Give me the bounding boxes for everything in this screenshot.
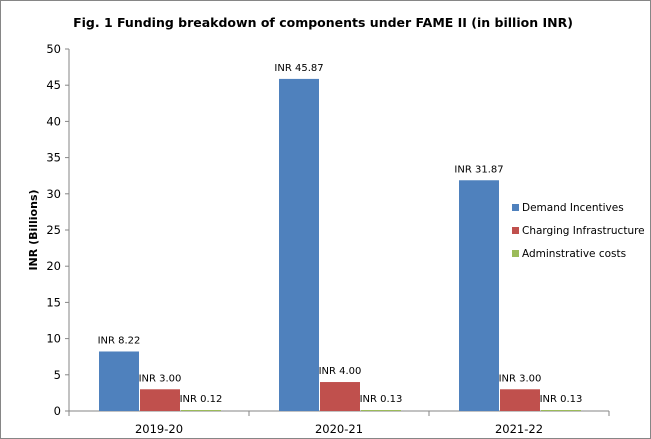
data-label: INR 4.00: [319, 366, 362, 377]
bar: [541, 410, 581, 411]
axes: 0 5 10 15 20 25 30 35 40 45 50 2019-20 2020-21 2021-2…: [46, 42, 610, 436]
y-axis-label: INR (Billions): [27, 189, 40, 270]
y-tick-label: 50: [46, 42, 61, 56]
data-label: INR 0.12: [180, 394, 223, 405]
y-tick-label: 25: [46, 223, 61, 237]
bar: [320, 382, 360, 411]
data-label: INR 0.13: [540, 394, 583, 405]
y-tick-label: 15: [46, 295, 61, 309]
chart-title: Fig. 1 Funding breakdown of components u…: [73, 15, 573, 30]
data-label: INR 3.00: [139, 373, 182, 384]
legend-label: Charging Infrastructure: [522, 225, 645, 237]
bar: [279, 78, 319, 412]
data-label: INR 3.00: [499, 373, 542, 384]
legend-swatch: [512, 204, 519, 211]
x-tick-label: 2021-22: [495, 422, 543, 436]
y-tick-label: 45: [46, 78, 61, 92]
data-label: INR 8.22: [98, 335, 141, 346]
bar: [181, 410, 221, 411]
bar: [361, 410, 401, 411]
y-tick-label: 20: [46, 259, 61, 273]
legend-swatch: [512, 250, 519, 257]
bar: [459, 180, 499, 411]
legend-label: Demand Incentives: [522, 202, 624, 214]
bar: [500, 389, 540, 411]
bar: [140, 389, 180, 411]
legend-label: Adminstrative costs: [522, 248, 626, 260]
bars: [99, 78, 581, 412]
data-labels: INR 8.22 INR 45.87 INR 31.87 INR 3.00 INR 4.…: [98, 63, 583, 405]
y-tick-label: 5: [54, 368, 61, 382]
data-label: INR 31.87: [454, 164, 503, 175]
data-label: INR 45.87: [274, 63, 323, 74]
x-tick-label: 2020-21: [315, 422, 363, 436]
data-label: INR 0.13: [360, 394, 403, 405]
y-tick-label: 10: [46, 332, 61, 346]
y-tick-label: 40: [46, 114, 61, 128]
legend-swatch: [512, 227, 519, 234]
bar: [99, 351, 139, 411]
x-tick-label: 2019-20: [135, 422, 183, 436]
y-tick-label: 30: [46, 187, 61, 201]
y-tick-label: 35: [46, 151, 61, 165]
legend: Demand Incentives Charging Infrastructure…: [512, 202, 645, 260]
y-tick-label: 0: [54, 404, 61, 418]
